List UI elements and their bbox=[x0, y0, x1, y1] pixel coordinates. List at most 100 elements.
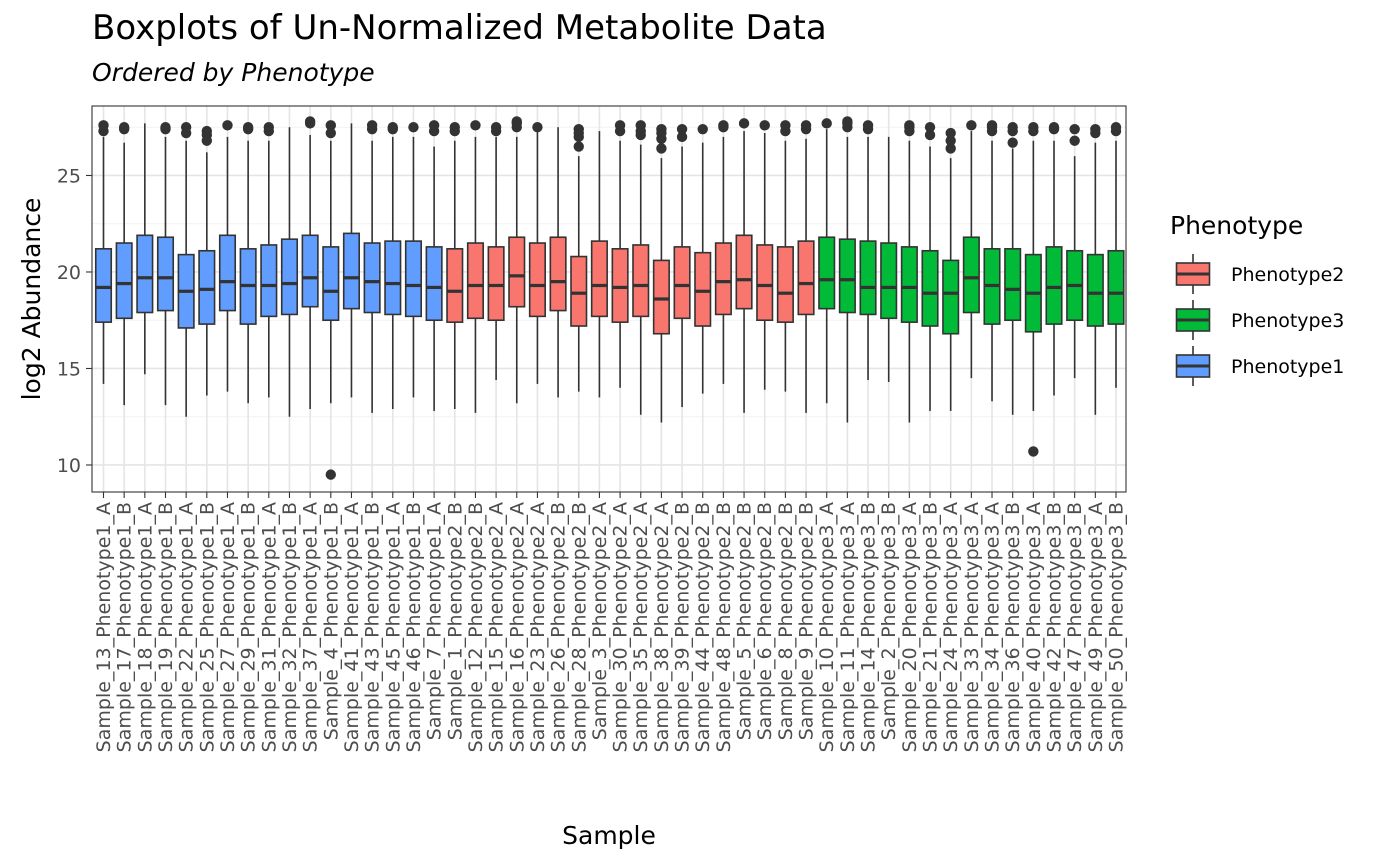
legend-label: Phenotype2 bbox=[1231, 264, 1344, 286]
box bbox=[425, 246, 443, 322]
x-tick-label: Sample_28_Phenotype2_B bbox=[568, 502, 590, 752]
x-tick-label: Sample_43_Phenotype1_B bbox=[362, 502, 384, 752]
y-tick-label: 20 bbox=[57, 262, 81, 284]
outlier-point bbox=[304, 116, 316, 127]
box bbox=[94, 248, 113, 323]
outlier-point bbox=[614, 120, 626, 131]
box bbox=[673, 246, 691, 320]
box bbox=[363, 242, 381, 314]
axis-layer: 10 15 20 25 Sample_13_Phenotype1_ASample_17_… bbox=[57, 165, 1128, 752]
box bbox=[756, 244, 774, 322]
box-layer bbox=[94, 116, 1125, 480]
x-tick-label: Sample_15_Phenotype2_A bbox=[486, 502, 508, 752]
legend-item: Phenotype3 bbox=[1175, 300, 1344, 340]
outlier-point bbox=[1069, 123, 1080, 135]
x-tick-label: Sample_38_Phenotype2_A bbox=[651, 502, 673, 752]
x-tick-label: Sample_42_Phenotype3_B bbox=[1044, 502, 1066, 752]
outlier-point bbox=[366, 120, 378, 131]
box bbox=[260, 244, 278, 318]
x-tick-label: Sample_32_Phenotype1_B bbox=[279, 502, 301, 752]
legend: Phenotype Phenotype2 Phenotype3 Phenotype1 bbox=[1170, 211, 1344, 386]
box bbox=[446, 248, 464, 323]
outlier-point bbox=[1069, 135, 1080, 146]
outlier-point bbox=[1007, 122, 1018, 133]
outlier-point bbox=[738, 118, 750, 129]
x-tick-label: Sample_45_Phenotype1_A bbox=[382, 502, 404, 752]
outlier-point bbox=[842, 116, 853, 127]
outlier-point bbox=[821, 118, 832, 129]
y-tick-label: 15 bbox=[57, 358, 81, 380]
box bbox=[900, 246, 918, 323]
box bbox=[694, 251, 712, 327]
outlier-point bbox=[263, 122, 275, 133]
outlier-point bbox=[656, 123, 667, 135]
y-tick-label: 25 bbox=[57, 165, 81, 187]
x-tick-label: Sample_25_Phenotype1_B bbox=[196, 502, 218, 752]
outlier-point bbox=[1007, 137, 1018, 148]
outlier-point bbox=[325, 127, 336, 139]
box bbox=[962, 236, 980, 314]
outlier-point bbox=[1028, 122, 1039, 133]
outlier-point bbox=[966, 120, 977, 131]
outlier-point bbox=[428, 120, 440, 131]
x-tick-label: Sample_50_Phenotype3_B bbox=[1106, 502, 1128, 752]
outlier-point bbox=[201, 125, 213, 137]
box bbox=[921, 249, 939, 327]
box bbox=[115, 242, 133, 320]
outlier-point bbox=[945, 143, 956, 154]
outlier-point bbox=[532, 122, 543, 133]
box bbox=[1086, 253, 1104, 327]
box bbox=[590, 240, 608, 318]
outlier-point bbox=[1110, 122, 1122, 133]
x-tick-label: Sample_33_Phenotype3_A bbox=[961, 502, 983, 752]
x-tick-label: Sample_21_Phenotype3_B bbox=[920, 502, 942, 752]
box bbox=[342, 232, 361, 310]
x-tick-label: Sample_24_Phenotype3_A bbox=[940, 502, 962, 752]
outlier-point bbox=[800, 120, 812, 131]
x-tick-label: Sample_9_Phenotype2_B bbox=[796, 502, 818, 740]
outlier-point bbox=[759, 120, 770, 131]
x-tick-label: Sample_10_Phenotype3_A bbox=[816, 502, 838, 752]
box bbox=[322, 246, 340, 322]
y-axis-title: log2 Abundance bbox=[17, 198, 46, 401]
outlier-point bbox=[160, 122, 171, 133]
x-tick-label: Sample_35_Phenotype2_A bbox=[630, 502, 652, 752]
outlier-point bbox=[924, 122, 936, 133]
x-axis-title: Sample bbox=[562, 821, 656, 850]
outlier-point bbox=[573, 123, 584, 135]
box bbox=[549, 236, 567, 312]
box bbox=[632, 244, 650, 318]
legend-item: Phenotype1 bbox=[1175, 346, 1344, 386]
x-tick-label: Sample_22_Phenotype1_A bbox=[176, 502, 198, 752]
outlier-point bbox=[635, 120, 646, 131]
outlier-point bbox=[242, 122, 254, 133]
legend-label: Phenotype3 bbox=[1231, 310, 1344, 332]
outlier-point bbox=[490, 122, 502, 133]
box bbox=[652, 259, 670, 335]
outlier-point bbox=[924, 129, 936, 141]
x-tick-label: Sample_20_Phenotype3_A bbox=[899, 502, 921, 752]
outlier-point bbox=[449, 122, 460, 133]
x-tick-label: Sample_5_Phenotype2_B bbox=[734, 502, 756, 740]
box bbox=[570, 255, 588, 327]
x-tick-label: Sample_39_Phenotype2_B bbox=[672, 502, 694, 752]
box bbox=[404, 240, 422, 318]
outlier-point bbox=[780, 120, 791, 131]
x-tick-label: Sample_37_Phenotype1_A bbox=[300, 502, 322, 752]
outlier-point bbox=[470, 120, 481, 131]
box bbox=[384, 240, 402, 316]
outlier-point bbox=[325, 120, 336, 131]
x-tick-label: Sample_49_Phenotype3_A bbox=[1085, 502, 1107, 752]
x-tick-label: Sample_13_Phenotype1_A bbox=[93, 502, 115, 752]
outlier-point bbox=[676, 123, 688, 135]
x-tick-label: Sample_19_Phenotype1_B bbox=[155, 502, 177, 752]
x-tick-label: Sample_29_Phenotype1_B bbox=[238, 502, 260, 752]
box bbox=[136, 234, 154, 314]
legend-keys: Phenotype2 Phenotype3 Phenotype1 bbox=[1175, 254, 1344, 386]
outlier-point bbox=[325, 469, 336, 480]
x-tick-label: Sample_44_Phenotype2_B bbox=[692, 502, 714, 752]
outlier-point bbox=[1090, 123, 1101, 135]
x-tick-label: Sample_31_Phenotype1_A bbox=[258, 502, 280, 752]
outlier-point bbox=[718, 120, 729, 131]
box bbox=[880, 242, 898, 320]
